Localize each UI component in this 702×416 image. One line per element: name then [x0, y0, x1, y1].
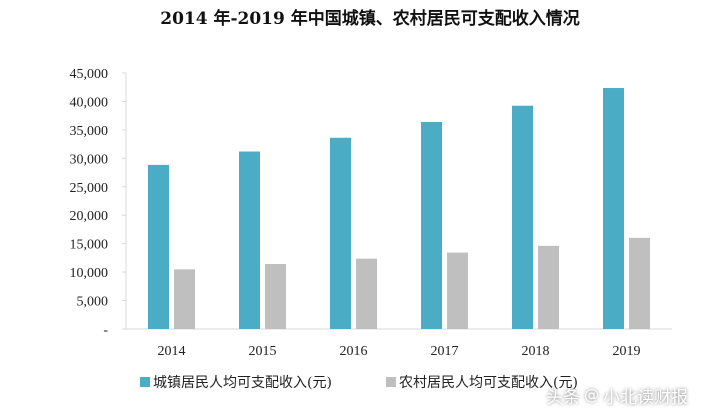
y-tick-label: 25,000	[70, 181, 109, 196]
y-tick-label: 15,000	[70, 238, 109, 253]
bar-rural-2014	[174, 269, 195, 329]
legend: 城镇居民人均可支配收入(元) 农村居民人均可支配收入(元)	[140, 375, 578, 391]
x-tick-label: 2014	[158, 344, 186, 359]
x-tick-label: 2017	[431, 344, 459, 359]
bar-urban-2014	[148, 164, 169, 329]
legend-label: 农村居民人均可支配收入(元)	[399, 375, 578, 391]
x-tick-label: 2016	[340, 344, 368, 359]
bar-urban-2015	[239, 151, 260, 329]
y-axis-ticks: - 5,000 10,000 15,000 20,000 25,000 30,000 35,0…	[70, 67, 126, 338]
x-axis-ticks: 2014 2015 2016 2017 2018 2019	[158, 344, 641, 359]
bar-rural-2019	[629, 237, 650, 329]
bar-urban-2017	[421, 121, 442, 329]
x-tick-label: 2015	[249, 344, 277, 359]
bars	[148, 88, 650, 330]
y-tick-label: 20,000	[70, 209, 109, 224]
bar-urban-2019	[603, 88, 624, 329]
watermark-at: @	[584, 386, 599, 404]
y-tick-label: -	[103, 323, 108, 338]
legend-swatch	[140, 377, 150, 387]
bar-rural-2017	[447, 252, 468, 329]
y-tick-label: 40,000	[70, 95, 109, 110]
bar-rural-2015	[265, 264, 286, 329]
x-tick-label: 2019	[613, 344, 641, 359]
bar-rural-2018	[538, 245, 559, 329]
y-tick-label: 30,000	[70, 152, 109, 167]
watermark-prefix: 头条	[546, 387, 580, 408]
bar-urban-2016	[330, 137, 351, 329]
legend-label: 城镇居民人均可支配收入(元)	[153, 375, 332, 391]
chart-title: 2014 年-2019 年中国城镇、农村居民可支配收入情况	[160, 8, 580, 29]
y-tick-label: 45,000	[70, 67, 109, 82]
y-tick-label: 5,000	[77, 295, 109, 310]
watermark: 头条 @ 小北读财报	[546, 381, 696, 409]
bar-rural-2016	[356, 258, 377, 329]
y-tick-label: 35,000	[70, 124, 109, 139]
bar-urban-2018	[512, 105, 533, 330]
watermark-handle: 小北读财报	[603, 387, 688, 408]
legend-swatch	[386, 377, 396, 387]
y-tick-label: 10,000	[70, 266, 109, 281]
x-tick-label: 2018	[522, 344, 550, 359]
